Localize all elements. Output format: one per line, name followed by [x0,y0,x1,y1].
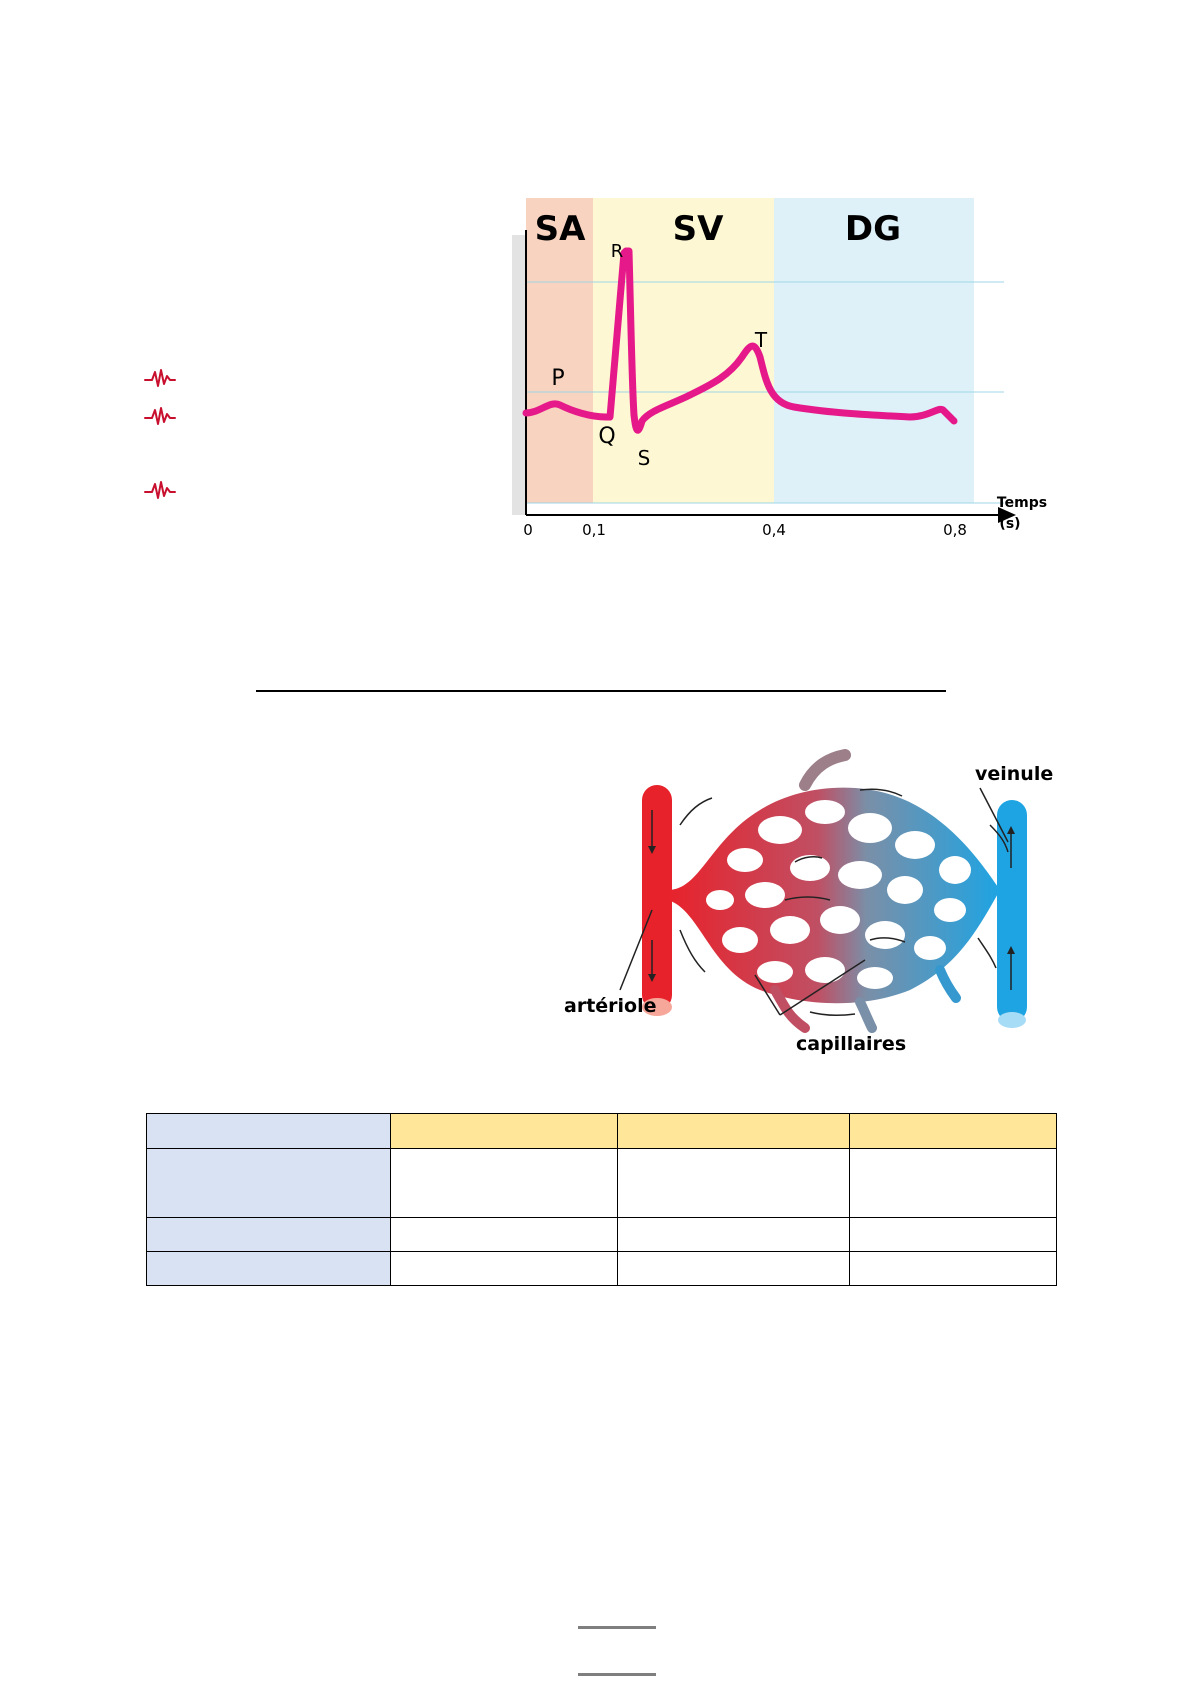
arteriole-vessel [642,785,672,1016]
table-row [146,1148,1057,1218]
table-row-label-cell [146,1148,391,1218]
zone-label-sa: SA [535,209,586,249]
wave-label-q: Q [598,424,615,449]
tick-label: 0,1 [582,521,606,539]
table-cell [390,1217,618,1252]
table-row [146,1217,1057,1252]
table-cell [617,1251,850,1286]
capillary-network [668,749,1009,1033]
ecg-trace [522,247,958,434]
zone-label-sv: SV [673,209,724,249]
footer-line-top [578,1626,656,1629]
table-cell [617,1217,850,1252]
zone-sa [526,198,593,503]
microcirculation-figure: artériole capillaires veinule [560,749,1080,1070]
zone-label-dg: DG [845,209,901,249]
comparison-table [146,1113,1057,1286]
tick-label: 0,8 [943,521,967,539]
ecg-figure: SA SV DG P R Q S T 0 0,1 0,4 0,8 Temps (… [510,185,1070,545]
venule-vessel [997,800,1027,1028]
heartbeat-pulse-icon [144,404,176,428]
heartbeat-pulse-icon [144,478,176,502]
table-corner-cell [146,1113,391,1149]
tick-label: 0,4 [762,521,786,539]
wave-label-s: S [638,446,651,470]
table-cell [849,1217,1057,1252]
section-separator [256,690,946,692]
table-cell [617,1148,850,1218]
axis-label-unit: (s) [999,516,1020,532]
table-row-label-cell [146,1217,391,1252]
label-venule: veinule [975,763,1053,785]
axis-label-time: Temps [997,495,1047,511]
table-header-row [146,1113,1057,1149]
table-header-cell [390,1113,618,1149]
table-cell [849,1251,1057,1286]
heartbeat-pulse-icon [144,366,176,390]
wave-label-t: T [754,328,768,352]
table-row [146,1251,1057,1286]
footer-line-bottom [578,1673,656,1676]
wave-label-p: P [551,366,564,391]
wave-label-r: R [611,241,624,262]
table-header-cell [849,1113,1057,1149]
zone-dg [774,198,974,503]
tick-label: 0 [523,521,533,539]
table-cell [849,1148,1057,1218]
table-header-cell [617,1113,850,1149]
table-row-label-cell [146,1251,391,1286]
table-cell [390,1148,618,1218]
label-capillaries: capillaires [796,1033,906,1055]
table-cell [390,1251,618,1286]
label-arteriole: artériole [564,995,657,1017]
